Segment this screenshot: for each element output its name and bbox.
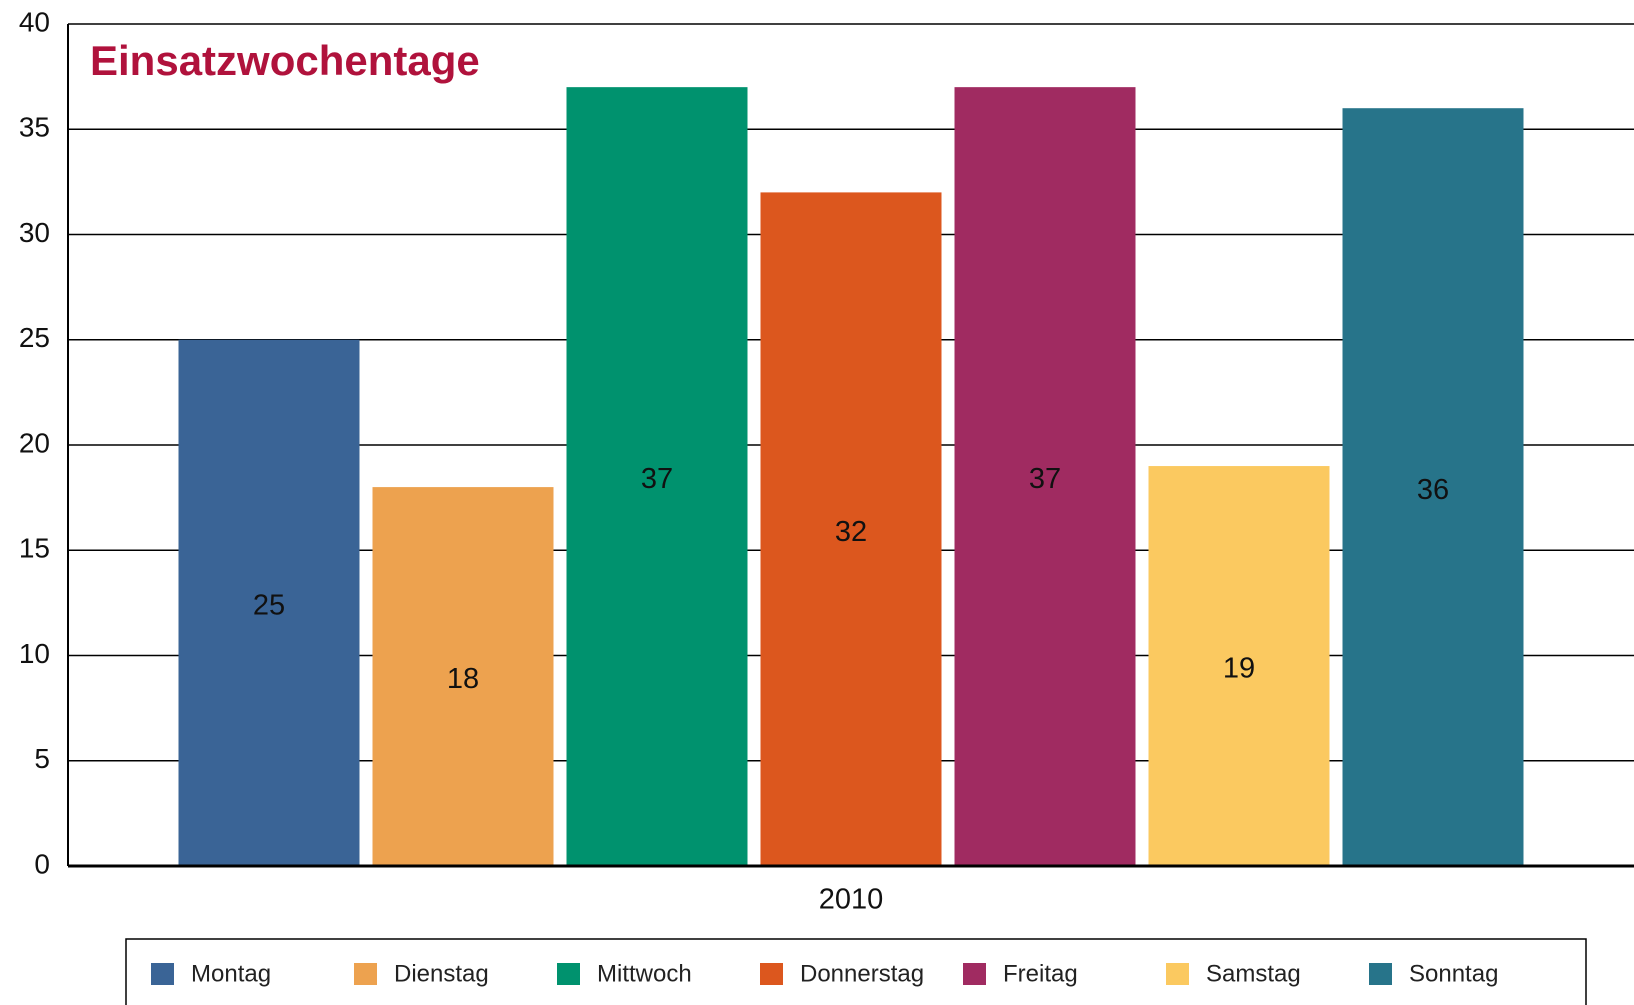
y-tick-label: 15 [19, 533, 50, 564]
x-tick-label: 2010 [819, 884, 884, 916]
legend-label: Sonntag [1409, 960, 1498, 987]
data-label: 36 [1417, 474, 1449, 506]
data-label: 37 [641, 463, 673, 495]
legend-label: Freitag [1003, 960, 1078, 987]
legend-label: Montag [191, 960, 271, 987]
bar [760, 192, 942, 866]
legend-swatch [1166, 963, 1189, 985]
legend-label: Samstag [1206, 960, 1301, 987]
bar [178, 339, 360, 866]
legend-swatch [760, 963, 783, 985]
data-label: 18 [447, 663, 479, 695]
bar [372, 487, 554, 866]
legend-swatch [963, 963, 986, 985]
data-label: 25 [253, 590, 285, 622]
y-tick-label: 0 [34, 848, 50, 879]
legend-label: Dienstag [394, 960, 489, 987]
legend-label: Donnerstag [800, 960, 924, 987]
bar [1342, 108, 1524, 866]
bar [566, 87, 748, 866]
y-tick-label: 25 [19, 322, 50, 353]
data-label: 19 [1223, 653, 1255, 685]
y-tick-label: 10 [19, 638, 50, 669]
bar [954, 87, 1136, 866]
y-tick-label: 5 [34, 743, 50, 774]
legend-swatch [354, 963, 377, 985]
bar [1148, 466, 1330, 866]
y-tick-label: 20 [19, 427, 50, 458]
y-tick-label: 30 [19, 217, 50, 248]
chart-title: Einsatzwochentage [90, 37, 480, 84]
y-tick-label: 35 [19, 112, 50, 143]
legend-swatch [151, 963, 174, 985]
data-label: 37 [1029, 463, 1061, 495]
y-tick-label: 40 [19, 6, 50, 37]
legend-swatch [557, 963, 580, 985]
data-label: 32 [835, 516, 867, 548]
legend-swatch [1369, 963, 1392, 985]
legend-label: Mittwoch [597, 960, 692, 987]
